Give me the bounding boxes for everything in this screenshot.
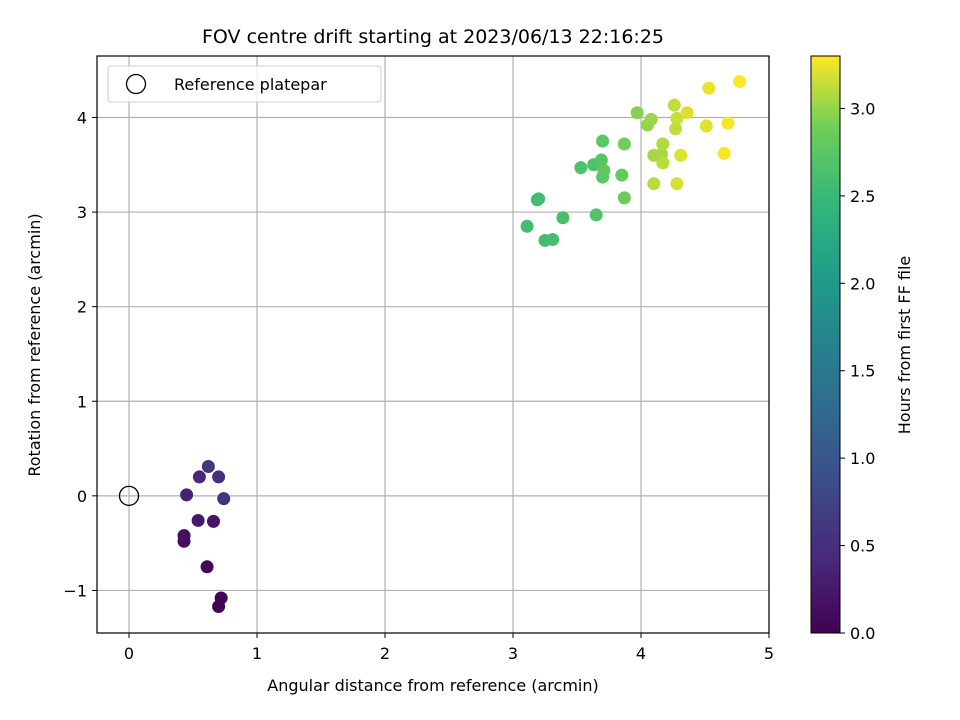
data-points <box>177 75 747 614</box>
legend: Reference platepar <box>107 65 382 103</box>
data-point <box>656 137 670 151</box>
reference-platepar-marker <box>118 485 140 506</box>
data-point <box>206 514 220 528</box>
legend-marker-icon <box>125 73 147 95</box>
y-tick-label: 2 <box>77 298 87 317</box>
data-point <box>191 513 205 527</box>
data-point <box>200 560 214 574</box>
data-point <box>721 116 735 130</box>
data-point <box>733 75 747 89</box>
data-point <box>192 470 206 484</box>
chart-title: FOV centre drift starting at 2023/06/13 … <box>202 26 664 48</box>
data-point <box>615 168 629 182</box>
data-point <box>597 163 611 177</box>
colorbar-gradient <box>811 56 840 633</box>
y-tick-label: 4 <box>77 108 87 127</box>
y-axis-ticks: −1 0 1 2 3 4 <box>63 108 97 600</box>
data-point <box>212 470 226 484</box>
data-point <box>717 146 731 160</box>
colorbar-tick-label: 1.0 <box>850 449 875 468</box>
x-tick-label: 4 <box>636 644 646 663</box>
colorbar-tick-label: 3.0 <box>850 99 875 118</box>
data-point <box>589 208 603 222</box>
data-point <box>201 460 215 474</box>
data-point <box>644 112 658 126</box>
x-tick-label: 0 <box>124 644 134 663</box>
data-point <box>594 153 608 167</box>
data-point <box>647 177 661 191</box>
x-tick-label: 2 <box>380 644 390 663</box>
colorbar-tick-label: 0.0 <box>850 624 875 643</box>
colorbar-label: Hours from first FF file <box>895 256 914 435</box>
colorbar-tick-label: 2.0 <box>850 274 875 293</box>
data-point <box>680 106 694 120</box>
plot-frame <box>96 55 770 634</box>
data-point <box>520 219 534 233</box>
y-tick-label: 3 <box>77 203 87 222</box>
data-point <box>177 529 191 543</box>
colorbar-tick-label: 0.5 <box>850 537 875 556</box>
data-point <box>702 81 716 95</box>
data-point <box>217 492 231 506</box>
x-tick-label: 1 <box>252 644 262 663</box>
data-point <box>617 137 631 151</box>
colorbar-ticks: 0.0 0.5 1.0 1.5 2.0 2.5 3.0 <box>840 99 875 643</box>
data-point <box>180 488 194 502</box>
colorbar-tick-label: 1.5 <box>850 362 875 381</box>
data-point <box>532 192 546 206</box>
data-point <box>556 211 570 225</box>
data-point <box>699 119 713 133</box>
y-tick-label: −1 <box>63 581 87 600</box>
colorbar-tick-label: 2.5 <box>850 187 875 206</box>
x-axis-ticks: 0 1 2 3 4 5 <box>124 633 774 663</box>
data-point <box>669 122 683 136</box>
data-point <box>574 161 588 175</box>
data-point <box>546 233 560 247</box>
y-tick-label: 0 <box>77 487 87 506</box>
x-axis-label: Angular distance from reference (arcmin) <box>267 676 598 695</box>
x-tick-label: 5 <box>764 644 774 663</box>
data-point <box>214 591 228 605</box>
data-point <box>674 148 688 162</box>
colorbar-frame <box>810 55 841 634</box>
legend-box <box>107 65 382 103</box>
x-tick-label: 3 <box>508 644 518 663</box>
data-point <box>670 177 684 191</box>
legend-entry-label: Reference platepar <box>174 75 327 94</box>
data-point <box>670 111 684 125</box>
colorbar: 0.0 0.5 1.0 1.5 2.0 2.5 3.0 Hours from first F… <box>810 55 914 643</box>
data-point <box>617 191 631 205</box>
data-point <box>596 134 610 148</box>
reference-marker <box>118 485 140 506</box>
data-point <box>630 106 644 120</box>
data-point <box>656 156 670 170</box>
data-point <box>667 98 681 112</box>
y-tick-label: 1 <box>77 392 87 411</box>
y-axis-label: Rotation from reference (arcmin) <box>25 213 44 476</box>
